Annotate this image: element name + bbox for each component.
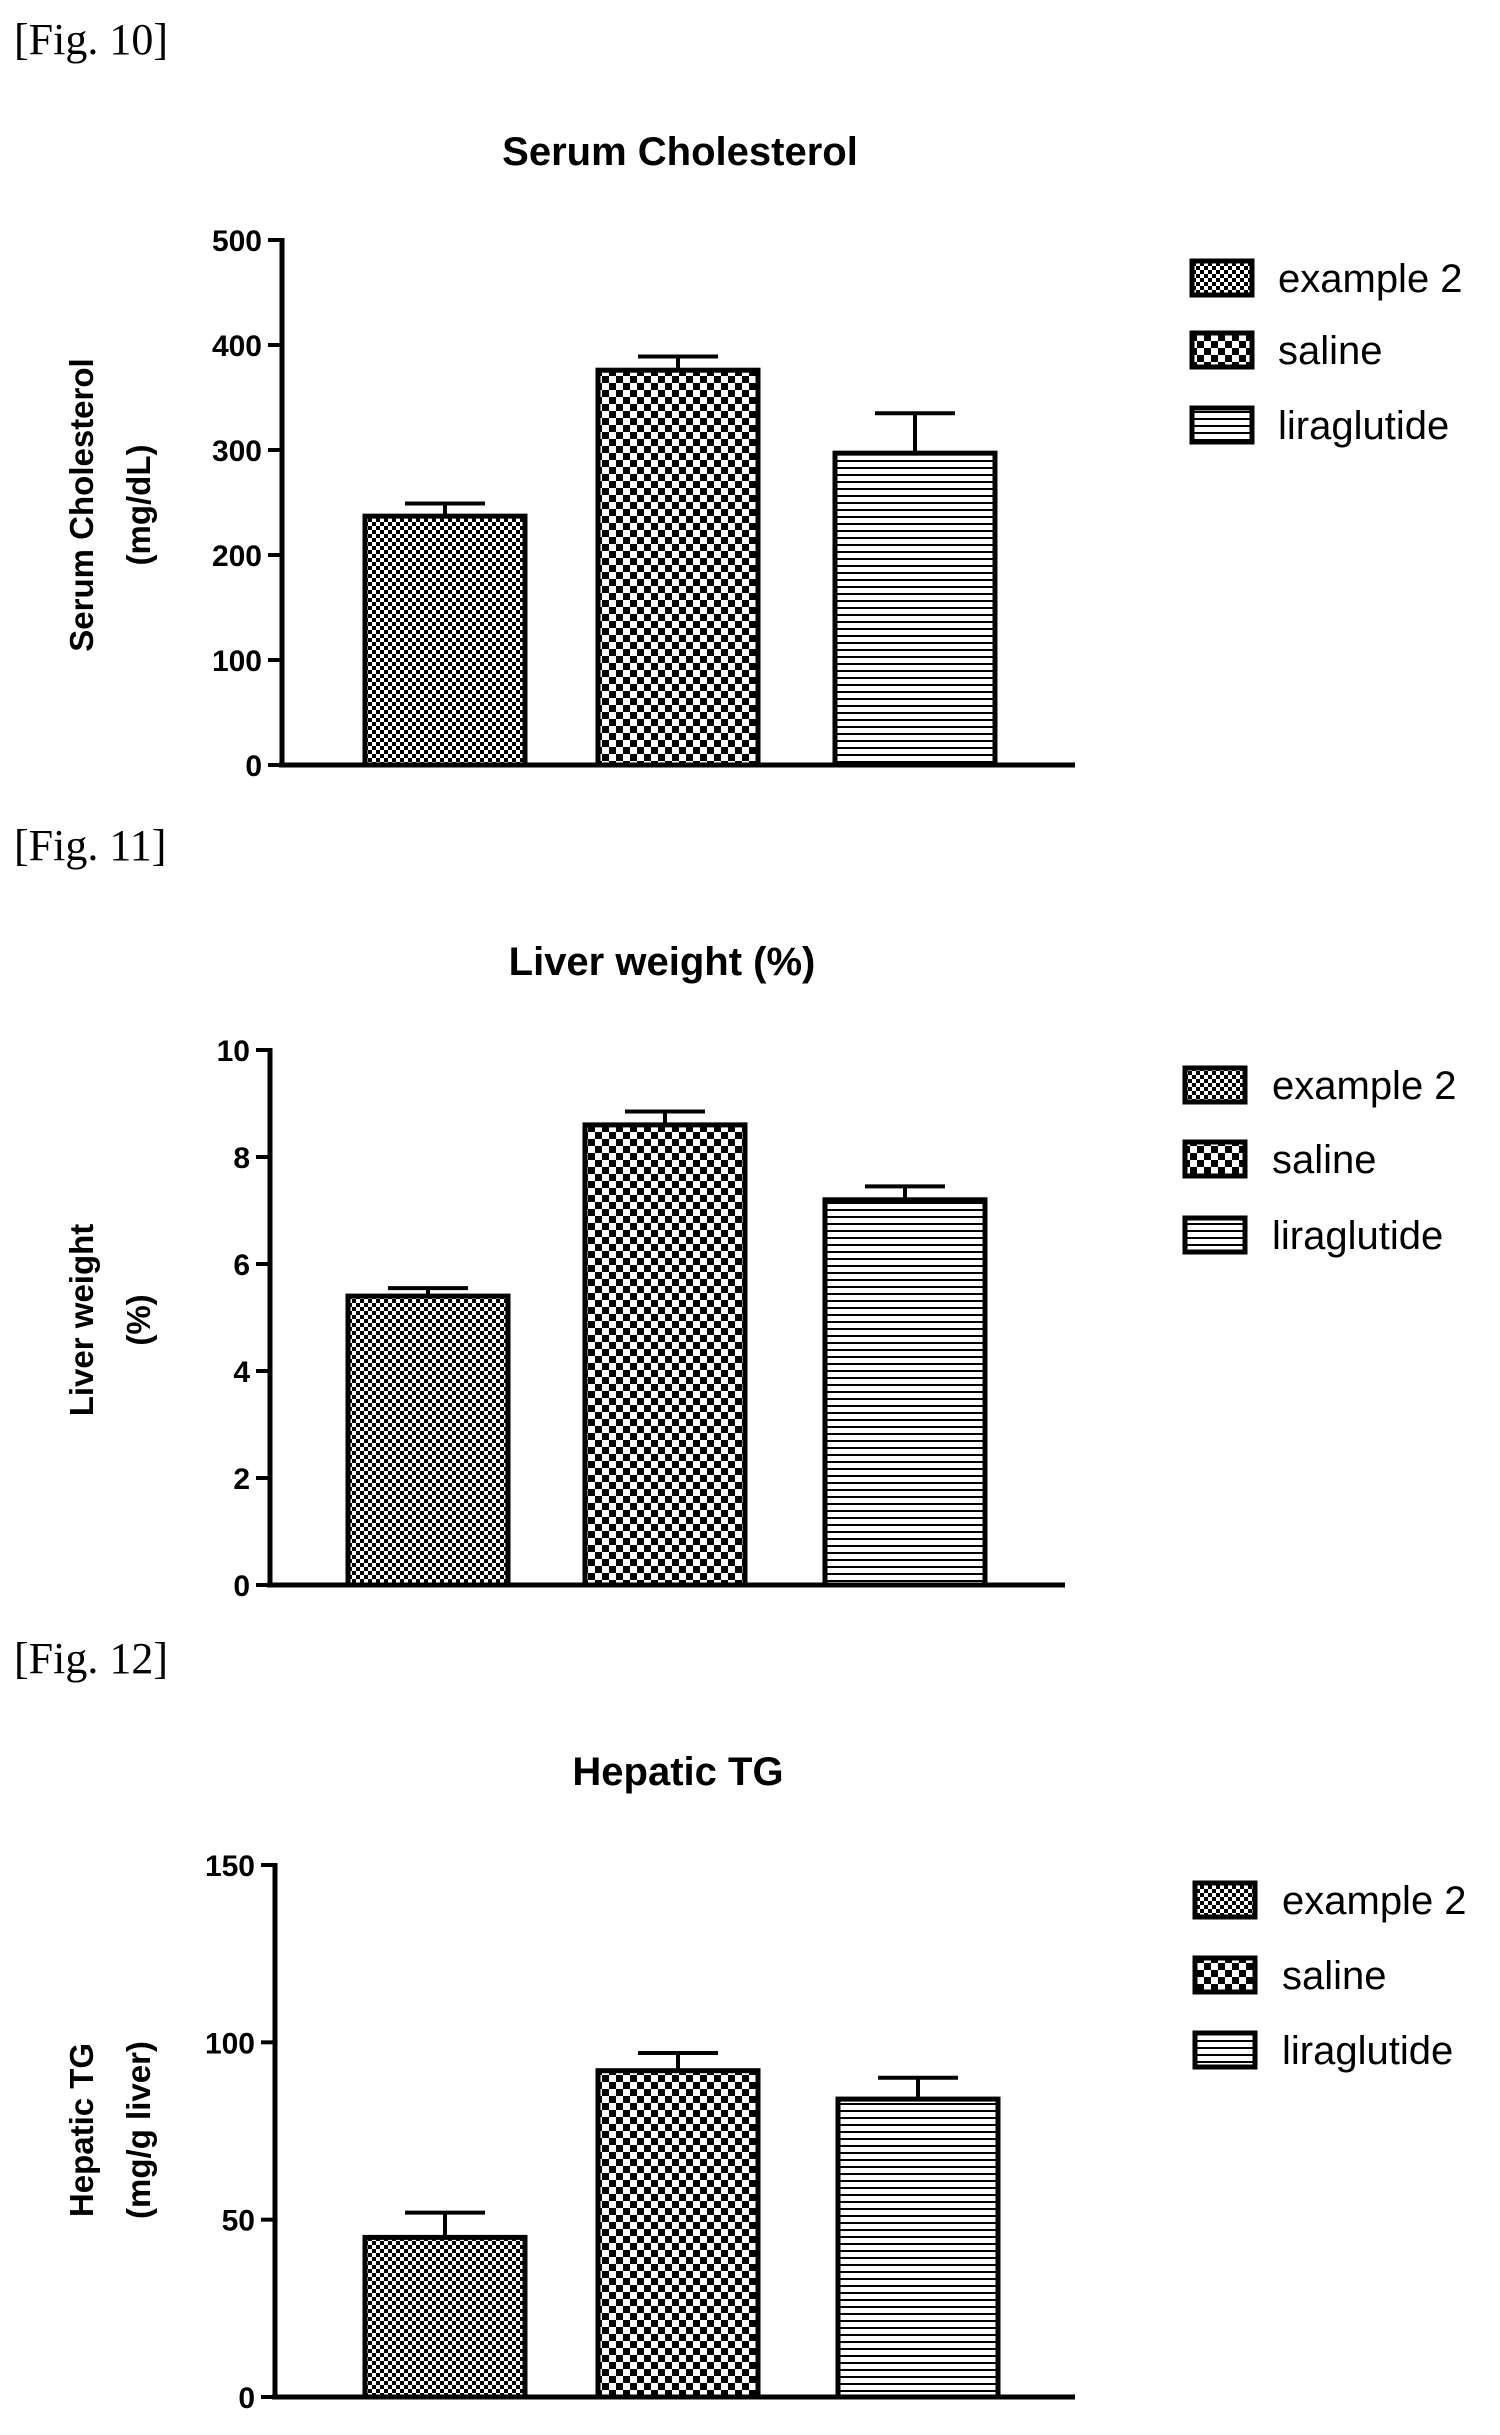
y-tick-label: 0 bbox=[245, 750, 262, 783]
y-axis-label: Hepatic TG bbox=[63, 2043, 100, 2217]
legend-swatch-example-2 bbox=[1182, 1065, 1248, 1105]
y-tick-label: 50 bbox=[222, 2205, 255, 2238]
bar-liraglutide bbox=[822, 1197, 988, 1588]
legend-swatch-liraglutide bbox=[1192, 2030, 1258, 2070]
y-tick-label: 2 bbox=[233, 1463, 250, 1496]
y-tick-label: 150 bbox=[205, 1850, 255, 1883]
bar-example-2 bbox=[362, 2234, 528, 2400]
y-tick-label: 8 bbox=[233, 1142, 250, 1175]
legend-label-example-2: example 2 bbox=[1278, 257, 1463, 301]
y-axis-label: Liver weight bbox=[63, 1224, 100, 1417]
bar-saline bbox=[582, 1122, 748, 1588]
y-tick-label: 200 bbox=[212, 540, 262, 573]
y-tick-label: 0 bbox=[233, 1570, 250, 1603]
legend-swatch-saline bbox=[1182, 1139, 1248, 1179]
y-tick-label: 500 bbox=[212, 225, 262, 258]
serum-cholesterol-chart: Serum Cholesterol Serum Cholesterol (mg/dL… bbox=[63, 130, 1463, 783]
y-tick-label: 0 bbox=[238, 2382, 255, 2415]
bar-liraglutide bbox=[832, 450, 998, 768]
y-tick-label: 100 bbox=[205, 2027, 255, 2060]
hepatic-tg-chart: Hepatic TG Hepatic TG (mg/g liver) 0 50 100 15… bbox=[63, 1750, 1467, 2415]
y-tick-label: 400 bbox=[212, 330, 262, 363]
bar-saline bbox=[595, 2068, 761, 2400]
legend-swatch-saline bbox=[1189, 330, 1255, 370]
legend-label-saline: saline bbox=[1278, 329, 1383, 373]
chart-title: Serum Cholesterol bbox=[502, 130, 858, 174]
legend-label-liraglutide: liraglutide bbox=[1278, 404, 1449, 448]
chart-title: Hepatic TG bbox=[572, 1750, 783, 1794]
y-tick-label: 10 bbox=[217, 1035, 250, 1068]
figure-label-12: [Fig. 12] bbox=[14, 1634, 168, 1683]
y-axis-label: (mg/g liver) bbox=[120, 2041, 157, 2219]
legend-label-saline: saline bbox=[1272, 1138, 1377, 1182]
y-tick-label: 6 bbox=[233, 1249, 250, 1282]
legend-swatch-liraglutide bbox=[1182, 1215, 1248, 1255]
bar-example-2 bbox=[362, 513, 528, 768]
liver-weight-chart: Liver weight (%) Liver weight (%) 0 2 4 6 8 10 ex… bbox=[63, 940, 1457, 1603]
y-tick-label: 4 bbox=[233, 1356, 250, 1389]
y-tick-label: 300 bbox=[212, 435, 262, 468]
legend-label-saline: saline bbox=[1282, 1954, 1387, 1998]
bar-example-2 bbox=[345, 1293, 511, 1588]
legend-label-example-2: example 2 bbox=[1272, 1064, 1457, 1108]
legend-swatch-example-2 bbox=[1192, 1880, 1258, 1920]
legend-label-liraglutide: liraglutide bbox=[1272, 1214, 1443, 1258]
chart-title: Liver weight (%) bbox=[509, 940, 816, 984]
y-tick-label: 100 bbox=[212, 645, 262, 678]
legend-label-example-2: example 2 bbox=[1282, 1879, 1467, 1923]
legend-swatch-example-2 bbox=[1189, 258, 1255, 298]
y-axis-label: (%) bbox=[120, 1294, 157, 1345]
y-axis-label: Serum Cholesterol bbox=[63, 358, 100, 651]
y-axis-label: (mg/dL) bbox=[120, 445, 157, 566]
legend-swatch-saline bbox=[1192, 1955, 1258, 1995]
bar-liraglutide bbox=[835, 2096, 1001, 2400]
figure-label-10: [Fig. 10] bbox=[14, 15, 168, 64]
legend-swatch-liraglutide bbox=[1189, 405, 1255, 445]
figure-label-11: [Fig. 11] bbox=[14, 821, 167, 870]
bar-saline bbox=[595, 367, 761, 768]
legend-label-liraglutide: liraglutide bbox=[1282, 2029, 1453, 2073]
